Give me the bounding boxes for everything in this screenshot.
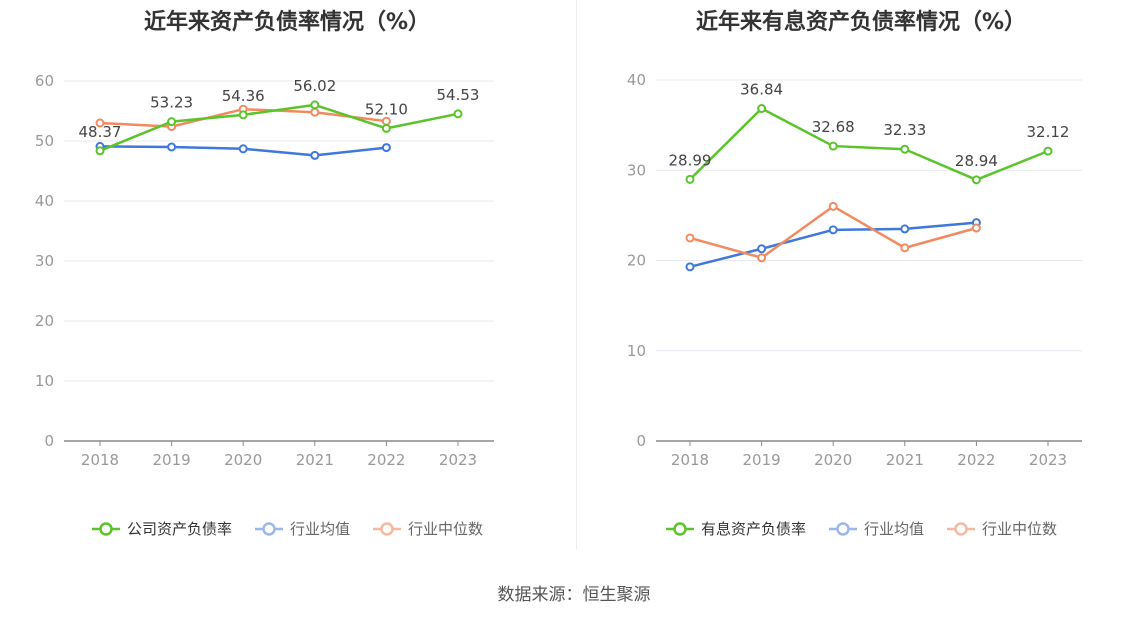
data-label: 28.94 [955, 152, 998, 170]
legend-label: 行业均值 [863, 520, 924, 538]
chart-title: 近年来有息资产负债率情况（%） [695, 10, 1027, 35]
chart-title: 近年来资产负债率情况（%） [143, 10, 431, 35]
y-tick-label: 0 [44, 432, 54, 450]
chart-legend: 公司资产负债率 行业均值 行业中位数 [0, 518, 574, 539]
legend-label: 行业中位数 [982, 520, 1058, 538]
legend-item-industry-median[interactable]: 行业中位数 [372, 518, 483, 539]
x-tick-label: 2020 [224, 451, 262, 469]
legend-label: 行业均值 [289, 520, 350, 538]
series-company-point [900, 144, 910, 154]
series-company-point [685, 174, 695, 184]
y-tick-label: 50 [35, 132, 54, 150]
series-industry-median-point [310, 107, 320, 117]
series-industry-average-point [310, 150, 320, 160]
line-chart-interest-bearing-liability: 0 10 20 30 40 2018 2019 2020 2021 2022 2023 28.99 36… [627, 71, 1082, 469]
series-industry-average-point [685, 262, 695, 272]
legend-line-marker-icon [373, 521, 401, 536]
series-industry-median-point [757, 253, 767, 263]
x-tick-label: 2022 [367, 451, 405, 469]
y-tick-label: 40 [627, 71, 646, 89]
legend-item-industry-median[interactable]: 行业中位数 [946, 518, 1057, 539]
data-label: 32.12 [1027, 123, 1070, 141]
x-tick-label: 2020 [814, 451, 852, 469]
legend-item-company[interactable]: 有息资产负债率 [665, 518, 806, 539]
series-industry-average-point [828, 225, 838, 235]
legend-item-company[interactable]: 公司资产负债率 [91, 518, 232, 539]
series-company-line [99, 103, 459, 152]
series-company-point [828, 141, 838, 151]
data-label: 54.53 [437, 86, 480, 104]
data-label: 32.68 [812, 118, 855, 136]
legend-label: 有息资产负债率 [700, 520, 806, 538]
x-tick-label: 2018 [81, 451, 119, 469]
y-tick-label: 10 [627, 342, 646, 360]
legend-label: 公司资产负债率 [126, 520, 232, 538]
series-company-point [238, 110, 248, 120]
y-tick-label: 10 [35, 372, 54, 390]
legend-label: 行业中位数 [408, 520, 484, 538]
legend-line-marker-icon [665, 521, 694, 536]
data-label: 32.33 [883, 121, 926, 139]
legend-line-marker-icon [947, 521, 975, 536]
chart-legend: 有息资产负债率 行业均值 行业中位数 [574, 518, 1148, 539]
legend-line-marker-icon [254, 521, 283, 536]
y-tick-label: 0 [636, 432, 646, 450]
x-tick-label: 2022 [957, 451, 995, 469]
data-label: 54.36 [222, 87, 265, 105]
x-tick-label: 2019 [743, 451, 781, 469]
x-tick-label: 2018 [671, 451, 709, 469]
chart-panel-right: 近年来有息资产负债率情况（%） 0 10 20 30 40 2018 2019 2020 202… [574, 0, 1148, 560]
data-label: 48.37 [79, 123, 122, 141]
legend-line-marker-icon [91, 521, 120, 536]
legend-item-industry-average[interactable]: 行业均值 [254, 518, 350, 539]
series-industry-median-point [828, 201, 838, 211]
legend-line-marker-icon [828, 521, 857, 536]
legend-item-industry-average[interactable]: 行业均值 [828, 518, 924, 539]
x-tick-label: 2023 [439, 451, 477, 469]
series-industry-median-point [900, 243, 910, 253]
series-industry-median-point [95, 118, 105, 128]
data-source-note: 数据来源：恒生聚源 [497, 585, 651, 605]
data-label: 28.99 [669, 151, 712, 169]
x-tick-label: 2021 [296, 451, 334, 469]
series-industry-average-point [900, 224, 910, 234]
data-label: 56.02 [293, 77, 336, 95]
series-company-point [381, 123, 391, 133]
series-company-point [310, 100, 320, 110]
y-tick-label: 30 [627, 161, 646, 179]
x-tick-label: 2023 [1029, 451, 1067, 469]
data-label: 53.23 [150, 94, 193, 112]
series-industry-average-point [238, 144, 248, 154]
y-tick-label: 20 [627, 252, 646, 270]
series-company-point [1043, 146, 1053, 156]
y-tick-label: 60 [35, 72, 54, 90]
x-tick-label: 2021 [886, 451, 924, 469]
line-chart-asset-liability: 0 10 20 30 40 50 60 2018 2019 2020 2021 2022 2023 48.… [35, 72, 494, 469]
series-industry-median-point [381, 116, 391, 126]
y-tick-label: 30 [35, 252, 54, 270]
chart-panel-left: 近年来资产负债率情况（%） 0 10 20 30 40 50 60 2018 2019 2020 2… [0, 0, 574, 560]
series-company-point [453, 109, 463, 119]
series-company-point [167, 117, 177, 127]
series-industry-median-point [971, 223, 981, 233]
y-tick-label: 20 [35, 312, 54, 330]
y-tick-label: 40 [35, 192, 54, 210]
series-industry-average-point [381, 143, 391, 153]
panel-divider [576, 0, 577, 550]
x-tick-label: 2019 [153, 451, 191, 469]
series-company-line [689, 107, 1049, 182]
series-company-point [95, 146, 105, 156]
series-company-point [757, 104, 767, 114]
series-industry-median-point [685, 233, 695, 243]
series-company-point [971, 175, 981, 185]
series-industry-average-point [167, 142, 177, 152]
data-label: 36.84 [740, 81, 783, 99]
data-label: 52.10 [365, 100, 408, 118]
series-industry-average-point [757, 244, 767, 254]
